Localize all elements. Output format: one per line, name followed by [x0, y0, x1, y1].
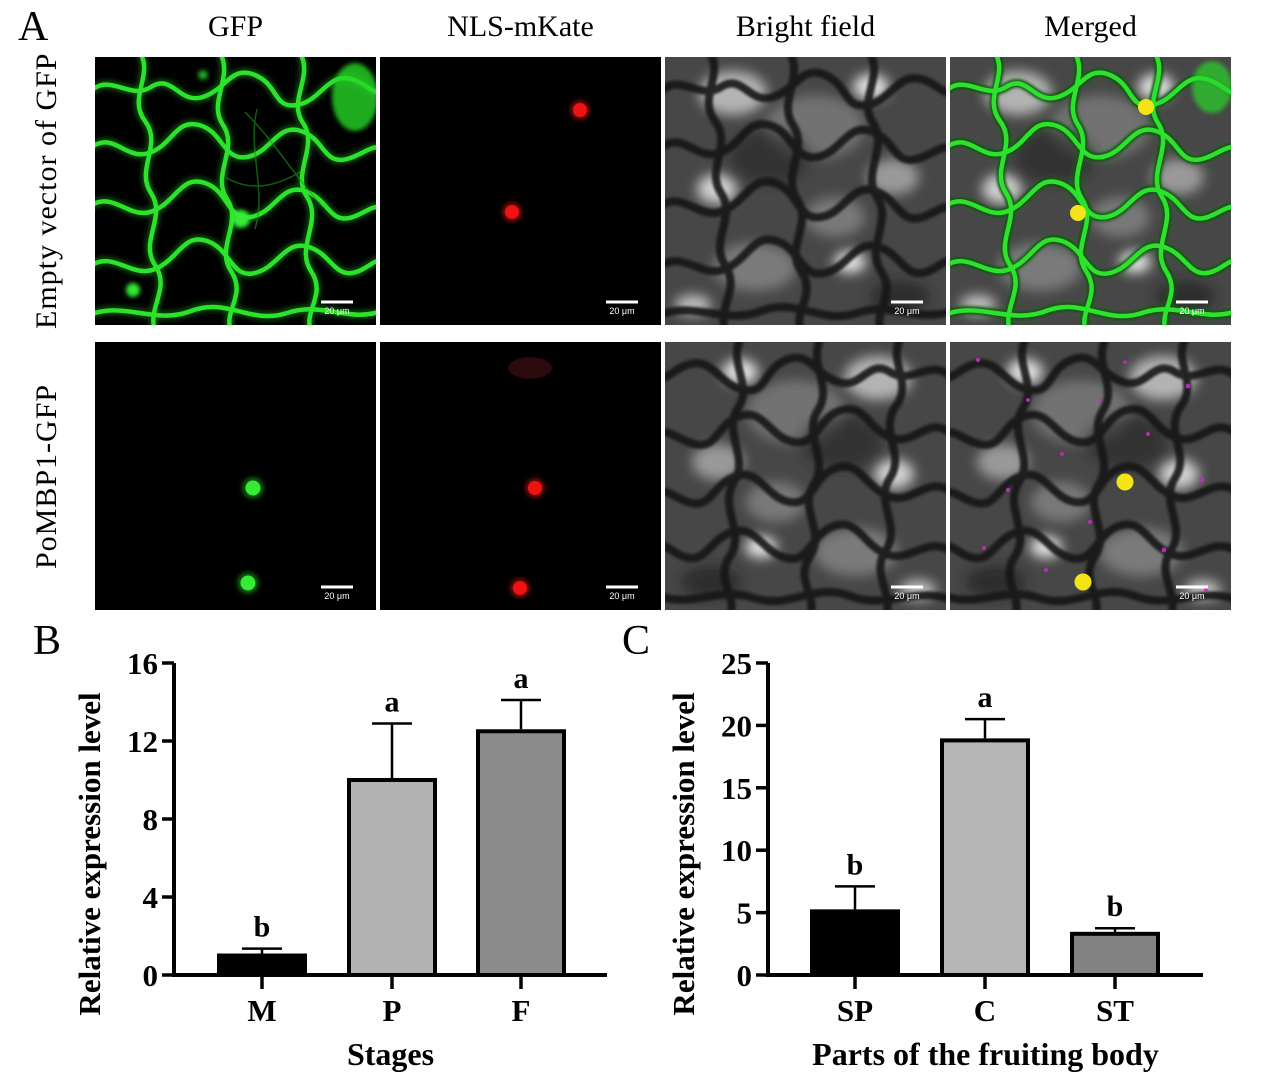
column-header-gfp: GFP: [207, 10, 264, 43]
scale-bar: 20 μm: [1176, 585, 1208, 601]
merged-nuclei: [1074, 473, 1134, 591]
bar-SP: [810, 909, 900, 977]
scale-bar: 20 μm: [891, 585, 923, 601]
magenta-speckles: [975, 357, 1209, 593]
significance-letter: b: [1107, 890, 1124, 923]
faint-red-smudge: [508, 357, 552, 379]
micro-nls-mkate-pombp1: 20 μm: [380, 342, 661, 610]
micro-bright-field-pombp1: 20 μm: [665, 342, 946, 610]
black-background: [380, 57, 661, 325]
row-label-pombp1-gfp: PoMBP1-GFP: [30, 383, 63, 569]
bar-C: [940, 738, 1030, 977]
bright-field-texture: [665, 342, 946, 610]
bar-F: [476, 729, 566, 977]
scale-bar: 20 μm: [1176, 300, 1208, 316]
x-axis-title: Parts of the fruiting body: [812, 1036, 1159, 1072]
scale-bar: 20 μm: [606, 300, 638, 316]
micro-gfp-pombp1: 20 μm: [95, 342, 376, 610]
black-background: [380, 342, 661, 610]
svg-text:20 μm: 20 μm: [894, 591, 919, 601]
svg-text:20 μm: 20 μm: [609, 306, 634, 316]
y-tick-label: 16: [127, 646, 158, 681]
x-tick-label: P: [383, 993, 402, 1028]
y-tick-label: 12: [127, 724, 158, 759]
x-tick-label: ST: [1096, 993, 1134, 1028]
x-tick-label: C: [974, 993, 996, 1028]
significance-letter: b: [254, 911, 271, 944]
bright-field-texture: [950, 342, 1231, 610]
y-tick-label: 4: [143, 880, 159, 915]
svg-text:20 μm: 20 μm: [894, 306, 919, 316]
micro-gfp-empty-vector: 20 μm: [95, 57, 376, 325]
y-tick-label: 5: [737, 896, 753, 931]
y-tick-label: 0: [737, 958, 753, 993]
panel-a-label: A: [18, 4, 49, 50]
significance-letter: a: [514, 662, 529, 695]
expression-by-part-chart: 0 5 10 15 20 25 Relative expression level b SP a C…: [666, 646, 1203, 1072]
scale-bar: 20 μm: [606, 585, 638, 601]
micro-merged-pombp1: 20 μm: [950, 342, 1231, 610]
bar-ST: [1070, 931, 1160, 978]
y-axis-title: Relative expression level: [666, 692, 701, 1016]
x-tick-label: SP: [837, 993, 873, 1028]
bar-P: [347, 778, 437, 977]
y-tick-label: 8: [143, 802, 159, 837]
micro-nls-mkate-empty-vector: 20 μm: [380, 57, 661, 325]
mkate-nuclei: [502, 100, 590, 222]
x-tick-label: F: [512, 993, 531, 1028]
bright-field-texture: [665, 57, 946, 325]
column-header-nls-mkate: NLS-mKate: [447, 10, 594, 43]
x-tick-label: M: [247, 993, 276, 1028]
svg-text:20 μm: 20 μm: [324, 306, 349, 316]
svg-text:20 μm: 20 μm: [1179, 591, 1204, 601]
x-axis-title: Stages: [347, 1036, 434, 1072]
micro-merged-empty-vector: 20 μm: [950, 57, 1231, 325]
scale-bar: 20 μm: [321, 300, 353, 316]
significance-letter: a: [385, 685, 400, 718]
merged-nuclei: [1070, 61, 1231, 221]
column-header-merged: Merged: [1044, 10, 1137, 43]
y-tick-label: 0: [143, 958, 159, 993]
expression-by-stage-chart: 0 4 8 12 16 Relative expression level b Ma Pa F St…: [72, 646, 607, 1072]
scale-bar: 20 μm: [321, 585, 353, 601]
gfp-nuclei: [237, 477, 264, 594]
mkate-nuclei: [510, 478, 545, 598]
cytoplasm-strands: [224, 108, 324, 230]
significance-letter: b: [847, 848, 864, 881]
panel-c-label: C: [622, 618, 651, 664]
micro-bright-field-empty-vector: 20 μm: [665, 57, 946, 325]
y-axis-title: Relative expression level: [72, 692, 107, 1016]
column-header-bright-field: Bright field: [735, 10, 876, 43]
black-background: [95, 342, 376, 610]
svg-text:20 μm: 20 μm: [1179, 306, 1204, 316]
significance-letter: a: [978, 681, 993, 714]
y-tick-label: 25: [721, 646, 752, 681]
bar-M: [217, 953, 307, 977]
svg-text:20 μm: 20 μm: [324, 591, 349, 601]
y-tick-label: 10: [721, 833, 752, 868]
gfp-bright-spots: [126, 63, 376, 297]
panel-b-label: B: [33, 618, 62, 664]
row-label-empty-vector: Empty vector of GFP: [30, 52, 63, 330]
scale-bar: 20 μm: [891, 300, 923, 316]
y-tick-label: 15: [721, 771, 752, 806]
y-tick-label: 20: [721, 708, 752, 743]
svg-text:20 μm: 20 μm: [609, 591, 634, 601]
